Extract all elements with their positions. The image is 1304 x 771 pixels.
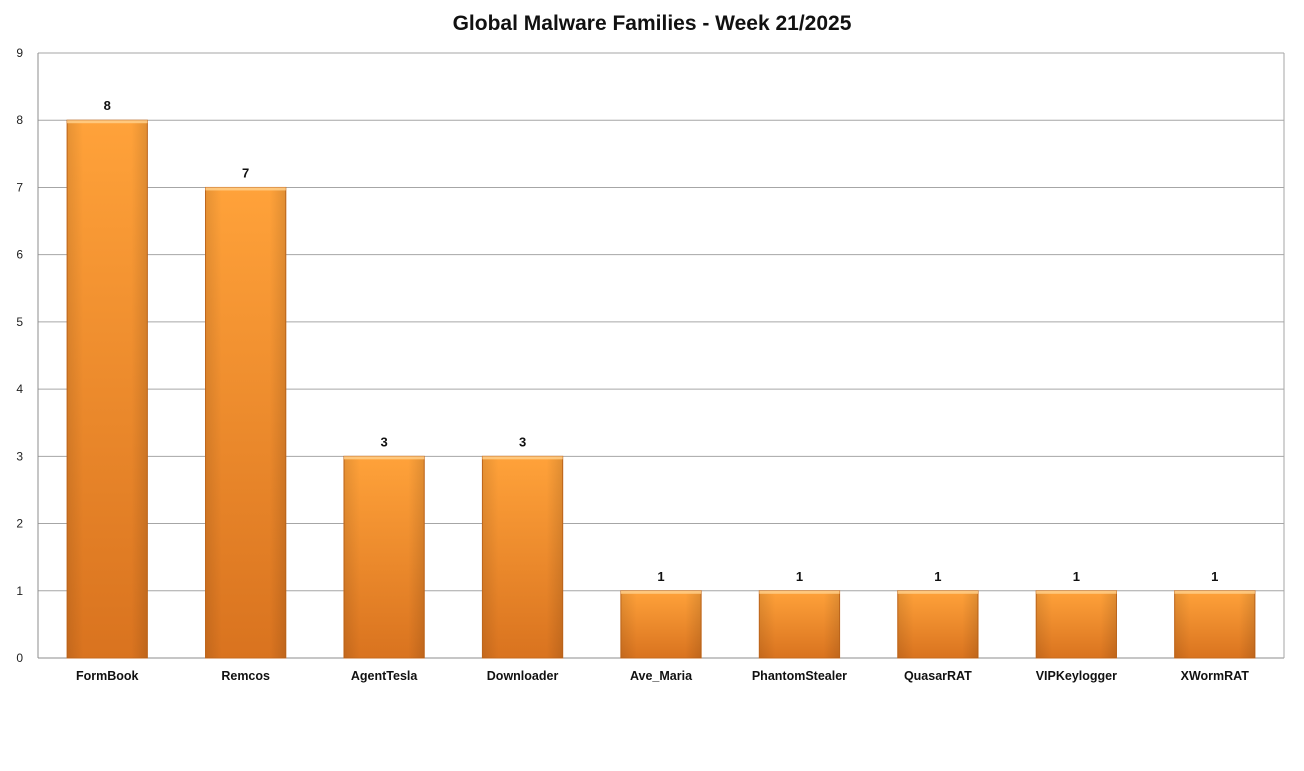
data-label: 1 [657, 569, 664, 584]
data-label: 3 [519, 434, 526, 449]
x-tick-label: QuasarRAT [904, 669, 972, 683]
data-label: 3 [380, 434, 387, 449]
bar-phantomstealer [758, 590, 841, 659]
bar-downloader [481, 455, 564, 659]
y-tick-label: 3 [16, 449, 23, 463]
labels: 0 1 2 3 4 5 6 7 8 9 8 FormBook 7 Remcos 3 AgentTesla 3 Do… [16, 46, 1249, 683]
bar-top-cap [1036, 590, 1117, 594]
bar-top-cap [343, 456, 425, 460]
x-tick-label: Downloader [487, 669, 559, 683]
y-tick-label: 9 [16, 46, 23, 60]
x-tick-label: FormBook [76, 669, 139, 683]
bar-agenttesla [343, 455, 425, 659]
y-tick-label: 8 [16, 113, 23, 127]
bar-top-cap [205, 187, 286, 191]
x-tick-label: PhantomStealer [752, 669, 847, 683]
x-tick-label: XWormRAT [1181, 669, 1250, 683]
bar-remcos [205, 186, 287, 659]
y-tick-label: 7 [16, 180, 23, 194]
bar-top-cap [759, 590, 840, 594]
bar-formbook [66, 119, 148, 659]
bar-top-cap [482, 456, 563, 460]
x-tick-label: VIPKeylogger [1036, 669, 1117, 683]
bar-quasarrat [897, 590, 979, 659]
data-label: 7 [242, 165, 249, 180]
bar-shading [759, 590, 840, 658]
data-label: 1 [1073, 569, 1080, 584]
bar-shading [205, 187, 286, 658]
bar-shading [1036, 590, 1117, 658]
x-tick-label: AgentTesla [351, 669, 418, 683]
bar-shading [343, 456, 425, 658]
data-label: 1 [1211, 569, 1218, 584]
y-tick-label: 2 [16, 517, 23, 531]
bar-shading [620, 590, 702, 658]
bar-shading [1174, 590, 1255, 658]
x-tick-label: Remcos [221, 669, 270, 683]
y-tick-label: 4 [16, 382, 23, 396]
bar-shading [482, 456, 563, 658]
y-tick-label: 1 [16, 584, 23, 598]
bar-top-cap [1174, 590, 1255, 594]
x-tick-label: Ave_Maria [630, 669, 693, 683]
bars [66, 119, 1256, 659]
data-label: 1 [796, 569, 803, 584]
chart-title: Global Malware Families - Week 21/2025 [452, 12, 852, 35]
bar-top-cap [67, 120, 148, 124]
bar-top-cap [897, 590, 979, 594]
y-tick-label: 5 [16, 315, 23, 329]
bar-xwormrat [1174, 590, 1256, 659]
bar-ave-maria [620, 590, 702, 659]
bar-shading [897, 590, 979, 658]
data-label: 1 [934, 569, 941, 584]
bar-vipkeylogger [1035, 590, 1117, 659]
bar-top-cap [620, 590, 702, 594]
y-tick-label: 6 [16, 248, 23, 262]
y-tick-label: 0 [16, 651, 23, 665]
data-label: 8 [104, 98, 111, 113]
bar-shading [67, 120, 148, 658]
